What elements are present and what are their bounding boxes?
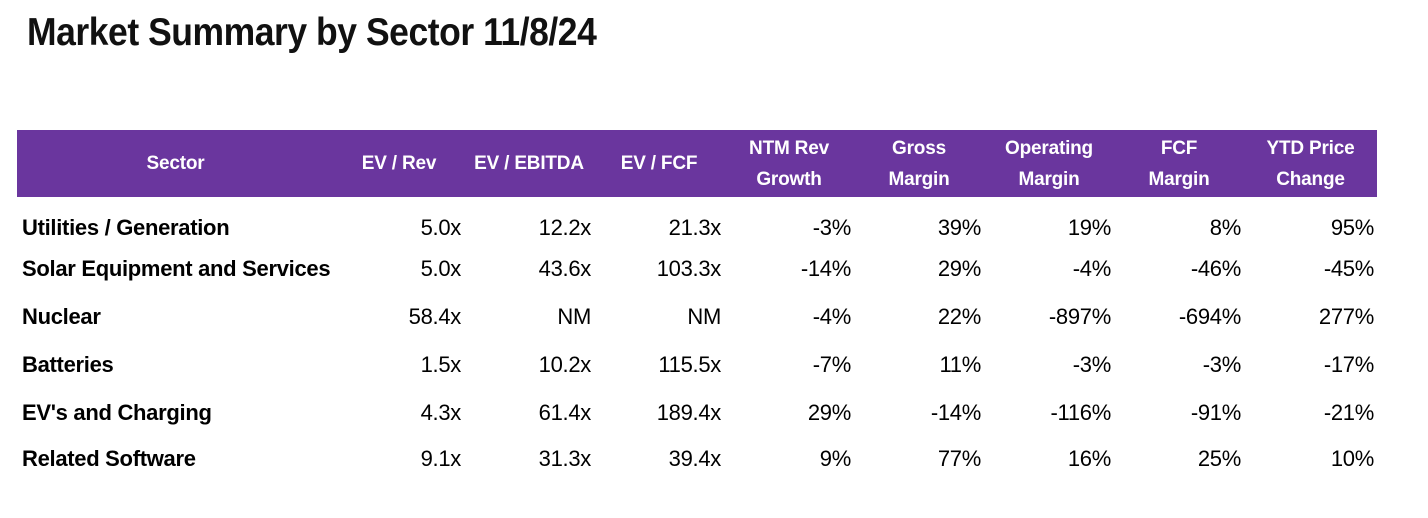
ytd-price-change-cell: -17% [1323,352,1374,377]
page-title: Market Summary by Sector 11/8/24 [27,11,597,54]
column-header-label: EV / EBITDA [474,153,584,174]
column-header-label: EV / Rev [361,153,437,174]
column-header-label2: Margin [1018,168,1080,190]
ev-ebitda-cell: 43.6x [538,256,592,281]
ytd-price-change-cell: 95% [1330,214,1374,240]
ytd-price-change-cell: -45% [1323,256,1374,281]
ev-ebitda-cell: NM [557,304,591,329]
operating-margin-cell: -116% [1050,400,1112,425]
table-row: EV's and Charging 4.3x 61.4x 189.4x 29% … [17,389,1377,437]
ytd-price-change-cell: -21% [1323,400,1374,425]
column-header-label: NTM Rev [749,137,829,159]
ev-rev-cell: 58.4x [408,304,462,329]
ev-rev-cell: 9.1x [420,446,462,471]
ntm-rev-growth-cell: 29% [807,400,851,425]
fcf-margin-cell: 8% [1209,214,1242,240]
sector-name-cell: Batteries [22,352,114,377]
table-row: Nuclear 58.4x NM NM -4% 22% -897% -694% … [17,293,1377,341]
sector-summary-table: Sector EV / Rev EV / EBITDA EV / FCF NTM… [17,130,1377,485]
operating-margin-cell: 16% [1067,446,1111,471]
ntm-rev-growth-cell: -14% [800,256,851,281]
table-row: Utilities / Generation 5.0x 12.2x 21.3x … [17,197,1377,245]
column-header-ev-fcf: EV / FCF [594,130,724,197]
gross-margin-cell: 29% [937,256,981,281]
fcf-margin-cell: -3% [1202,352,1242,377]
fcf-margin-cell: -46% [1190,256,1241,281]
table-row: Batteries 1.5x 10.2x 115.5x -7% 11% -3% … [17,341,1377,389]
ev-ebitda-cell: 10.2x [538,352,592,377]
gross-margin-cell: 77% [937,446,981,471]
column-header-label: EV / FCF [620,153,698,174]
operating-margin-cell: -897% [1048,304,1111,329]
column-header-label: FCF [1160,137,1198,159]
table-header-row: Sector EV / Rev EV / EBITDA EV / FCF NTM… [17,130,1377,197]
ev-ebitda-cell: 12.2x [538,214,592,240]
ev-fcf-cell: 39.4x [668,446,722,471]
fcf-margin-cell: -694% [1178,304,1241,329]
gross-margin-cell: -14% [930,400,981,425]
column-header-label: Gross [892,137,946,159]
ntm-rev-growth-cell: -3% [812,214,852,240]
column-header-label: Sector [146,153,205,174]
ytd-price-change-cell: 10% [1330,446,1374,471]
gross-margin-cell: 39% [937,214,981,240]
table-row: Related Software 9.1x 31.3x 39.4x 9% 77%… [17,437,1377,485]
ytd-price-change-cell: 277% [1318,304,1374,329]
ev-fcf-cell: 115.5x [658,352,721,377]
column-header-label2: Change [1276,168,1345,190]
table-row: Solar Equipment and Services 5.0x 43.6x … [17,245,1377,293]
ev-rev-cell: 5.0x [420,256,462,281]
sector-name-cell: Solar Equipment and Services [22,256,331,281]
column-header-label: Operating [1005,137,1093,159]
ev-fcf-cell: 103.3x [656,256,722,281]
column-header-gross-margin: Gross Margin [854,130,984,197]
sector-name-cell: EV's and Charging [22,400,212,425]
column-header-fcf-margin: FCF Margin [1114,130,1244,197]
column-header-ev-ebitda: EV / EBITDA [464,130,594,197]
column-header-label2: Margin [1148,168,1210,190]
ev-fcf-cell: 189.4x [656,400,722,425]
ev-rev-cell: 1.5x [420,352,462,377]
column-header-sector: Sector [17,130,334,197]
ev-rev-cell: 4.3x [420,400,462,425]
sector-name-cell: Nuclear [22,304,101,329]
ntm-rev-growth-cell: -7% [812,352,852,377]
gross-margin-cell: 22% [937,304,981,329]
operating-margin-cell: -4% [1072,256,1112,281]
column-header-operating-margin: Operating Margin [984,130,1114,197]
column-header-ntm-rev-growth: NTM Rev Growth [724,130,854,197]
column-header-ev-rev: EV / Rev [334,130,464,197]
ev-ebitda-cell: 31.3x [538,446,592,471]
operating-margin-cell: -3% [1072,352,1112,377]
column-header-ytd-price-change: YTD Price Change [1244,130,1377,197]
operating-margin-cell: 19% [1067,214,1111,240]
ntm-rev-growth-cell: -4% [812,304,852,329]
ntm-rev-growth-cell: 9% [819,446,852,471]
sector-name-cell: Utilities / Generation [22,214,230,240]
sector-name-cell: Related Software [22,446,196,471]
ev-fcf-cell: NM [687,304,721,329]
column-header-label2: Growth [756,168,822,190]
fcf-margin-cell: 25% [1197,446,1241,471]
ev-rev-cell: 5.0x [420,214,462,240]
column-header-label2: Margin [888,168,950,190]
gross-margin-cell: 11% [939,352,982,377]
ev-ebitda-cell: 61.4x [538,400,592,425]
ev-fcf-cell: 21.3x [668,214,722,240]
fcf-margin-cell: -91% [1190,400,1241,425]
column-header-label: YTD Price [1266,137,1355,159]
